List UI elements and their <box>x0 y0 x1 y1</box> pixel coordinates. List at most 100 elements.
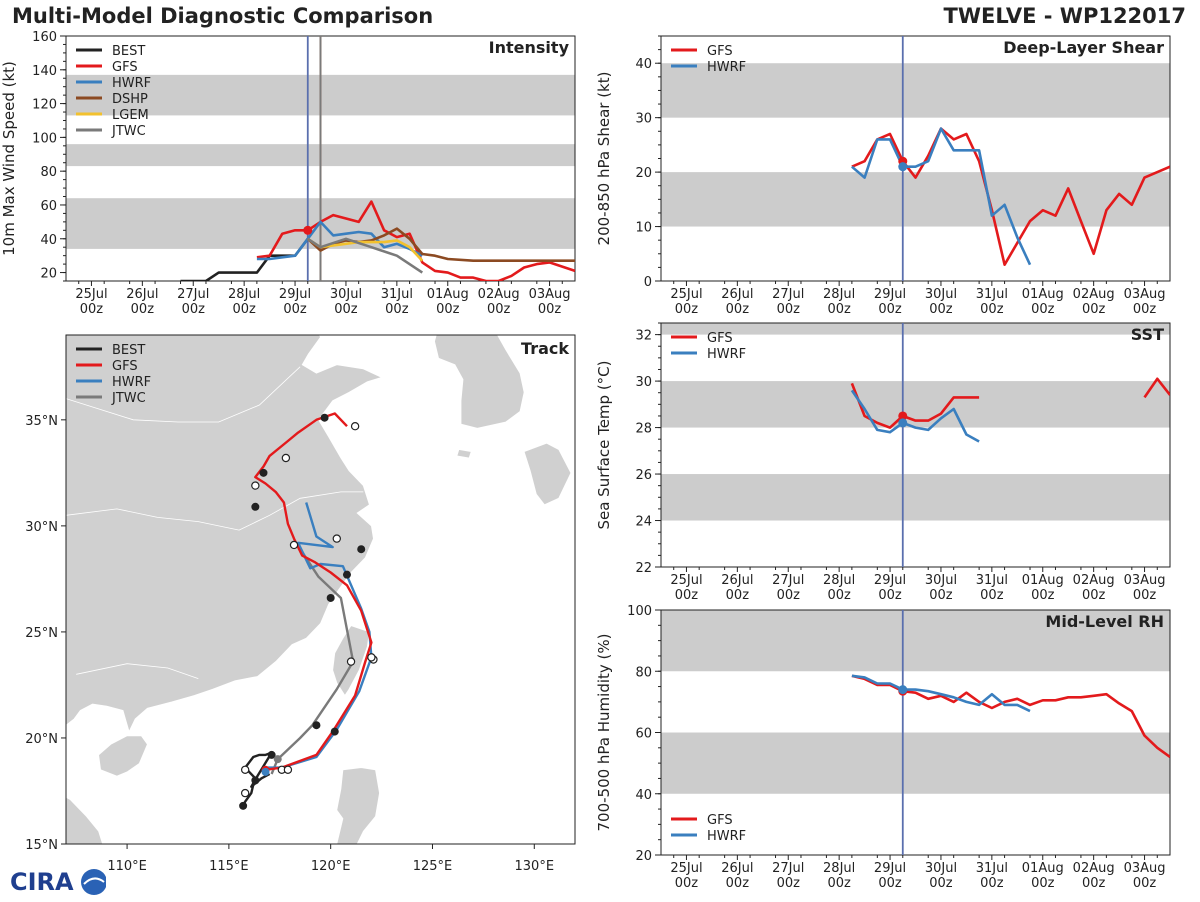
x-tick-label-date: 26Jul <box>721 287 753 302</box>
y-tick-label: 40 <box>40 233 57 248</box>
lat-tick-label: 15°N <box>25 838 58 853</box>
pearl-river <box>76 663 199 679</box>
x-tick-label-date: 25Jul <box>670 287 702 302</box>
y-tick-label: 30 <box>635 375 652 390</box>
series-group <box>851 127 1170 267</box>
y-tick-label: 80 <box>40 165 57 180</box>
series-line-gfs <box>1143 377 1170 399</box>
x-tick-label-date: 03Aug <box>1124 861 1166 876</box>
x-tick-label-hour: 00z <box>929 876 953 891</box>
track-point-open <box>332 534 341 543</box>
track-point-open <box>240 765 250 774</box>
x-tick-label-hour: 00z <box>182 302 206 317</box>
legend-label: GFS <box>707 813 733 828</box>
x-tick-label-date: 01Aug <box>1022 287 1064 302</box>
y-tick-label: 100 <box>627 604 652 619</box>
x-tick-label-hour: 00z <box>726 302 750 317</box>
logo-text: CIRA <box>10 868 74 896</box>
x-tick-label-date: 25Jul <box>670 573 702 588</box>
x-tick-label-hour: 00z <box>385 302 409 317</box>
y-tick-label: 40 <box>635 788 652 803</box>
x-tick-label-hour: 00z <box>334 302 358 317</box>
track-lines <box>239 412 378 810</box>
legend-label: GFS <box>112 60 138 75</box>
y-tick-label: 80 <box>635 665 652 680</box>
series-line-jtwc <box>307 237 424 274</box>
x-tick-label-date: 29Jul <box>874 573 906 588</box>
shading-band <box>661 732 1170 794</box>
y-tick-label: 60 <box>40 199 57 214</box>
track-point-filled <box>251 502 260 511</box>
lat-tick-label: 35°N <box>25 414 58 429</box>
legend-label: BEST <box>112 44 145 59</box>
panel-title: SST <box>1131 325 1164 344</box>
y-tick-label: 0 <box>644 275 652 290</box>
jeju-island <box>456 449 472 459</box>
y-tick-label: 100 <box>32 131 57 146</box>
x-tick-label-hour: 00z <box>878 876 902 891</box>
legend-label: HWRF <box>707 60 746 75</box>
y-tick-label: 32 <box>635 329 652 344</box>
init-marker <box>303 225 313 235</box>
x-tick-label-hour: 00z <box>487 302 511 317</box>
x-tick-label-date: 27Jul <box>772 861 804 876</box>
legend-label: BEST <box>112 343 145 358</box>
init-marker <box>898 418 908 428</box>
x-tick-label-hour: 00z <box>980 876 1004 891</box>
x-tick-label-date: 28Jul <box>823 861 855 876</box>
panel-title: Intensity <box>489 38 570 57</box>
x-tick-label-date: 26Jul <box>126 287 158 302</box>
x-tick-label-hour: 00z <box>80 302 104 317</box>
y-tick-label: 160 <box>32 30 57 45</box>
x-tick-label-hour: 00z <box>827 588 851 603</box>
track-point-open <box>240 788 250 798</box>
x-tick-label-hour: 00z <box>1082 588 1106 603</box>
track-point-open <box>346 657 356 666</box>
x-tick-label-date: 29Jul <box>279 287 311 302</box>
yellow-river <box>66 366 301 423</box>
track-point-filled <box>261 767 270 776</box>
hainan-island <box>98 735 148 777</box>
x-tick-label-hour: 00z <box>675 876 699 891</box>
track-line-jtwc <box>270 542 355 775</box>
y-tick-label: 20 <box>635 166 652 181</box>
y-tick-label: 140 <box>32 64 57 79</box>
y-tick-label: 10 <box>635 221 652 236</box>
x-tick-label-date: 28Jul <box>228 287 260 302</box>
x-tick-label-date: 29Jul <box>874 287 906 302</box>
track-point-filled <box>239 801 248 810</box>
track-point-filled <box>326 593 335 602</box>
x-tick-label-hour: 00z <box>1082 876 1106 891</box>
x-tick-label-hour: 00z <box>827 876 851 891</box>
axes-frame <box>660 322 1171 568</box>
land-group <box>66 335 572 844</box>
storm-id-title: TWELVE - WP122017 <box>943 4 1186 28</box>
track-point-filled <box>251 776 260 785</box>
lat-tick-label: 30°N <box>25 520 58 535</box>
x-tick-label-date: 28Jul <box>823 287 855 302</box>
korean-peninsula <box>434 335 525 429</box>
x-tick-label-date: 02Aug <box>1073 573 1115 588</box>
x-tick-label-hour: 00z <box>827 302 851 317</box>
x-tick-label-hour: 00z <box>929 588 953 603</box>
shading-band <box>661 172 1170 227</box>
vietnam-coast <box>66 796 104 844</box>
series-group <box>180 200 575 281</box>
lon-tick-label: 120°E <box>311 859 351 874</box>
x-tick-label-date: 27Jul <box>772 287 804 302</box>
kyushu-island <box>523 442 572 506</box>
logo-swoosh-icon <box>83 877 105 885</box>
legend-label: HWRF <box>112 375 151 390</box>
x-tick-label-hour: 00z <box>726 588 750 603</box>
series-line-hwrf <box>256 220 423 261</box>
x-tick-label-hour: 00z <box>1133 588 1157 603</box>
x-tick-label-date: 27Jul <box>177 287 209 302</box>
init-marker <box>898 685 908 695</box>
lon-tick-label: 110°E <box>107 859 147 874</box>
series-line-hwrf <box>850 389 980 443</box>
lon-tick-label: 115°E <box>209 859 249 874</box>
x-tick-label-hour: 00z <box>1133 876 1157 891</box>
x-tick-label-hour: 00z <box>777 302 801 317</box>
x-tick-label-hour: 00z <box>777 876 801 891</box>
